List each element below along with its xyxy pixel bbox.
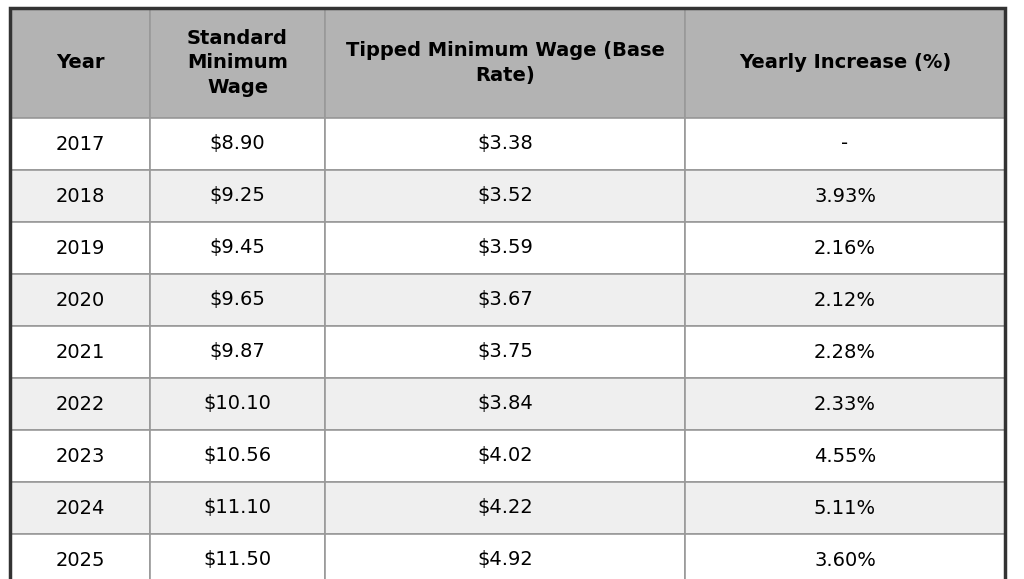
Bar: [10, 222, 150, 274]
Bar: [325, 482, 685, 534]
Text: $9.25: $9.25: [210, 186, 265, 206]
Bar: [10, 8, 150, 118]
Bar: [10, 170, 150, 222]
Text: 2.28%: 2.28%: [814, 343, 876, 361]
Bar: [685, 222, 1005, 274]
Text: 2.12%: 2.12%: [814, 291, 876, 310]
Text: $11.50: $11.50: [204, 551, 271, 570]
Text: 2.33%: 2.33%: [814, 394, 876, 413]
Bar: [325, 326, 685, 378]
Bar: [150, 482, 325, 534]
Bar: [325, 378, 685, 430]
Bar: [10, 534, 150, 579]
Text: $11.10: $11.10: [204, 499, 271, 518]
Text: 2025: 2025: [55, 551, 104, 570]
Bar: [150, 430, 325, 482]
Bar: [150, 378, 325, 430]
Text: 2023: 2023: [55, 446, 104, 466]
Text: $3.75: $3.75: [477, 343, 532, 361]
Bar: [10, 482, 150, 534]
Text: 2019: 2019: [55, 239, 104, 258]
Text: $9.45: $9.45: [210, 239, 265, 258]
Bar: [150, 170, 325, 222]
Bar: [685, 326, 1005, 378]
Bar: [10, 274, 150, 326]
Bar: [685, 534, 1005, 579]
Text: $3.59: $3.59: [477, 239, 532, 258]
Bar: [685, 8, 1005, 118]
Text: 3.60%: 3.60%: [814, 551, 876, 570]
Text: $4.02: $4.02: [477, 446, 532, 466]
Text: $3.84: $3.84: [477, 394, 532, 413]
Text: $3.67: $3.67: [477, 291, 532, 310]
Bar: [325, 430, 685, 482]
Bar: [10, 326, 150, 378]
Bar: [685, 274, 1005, 326]
Bar: [10, 118, 150, 170]
Text: -: -: [842, 134, 849, 153]
Text: Tipped Minimum Wage (Base
Rate): Tipped Minimum Wage (Base Rate): [345, 41, 665, 85]
Text: $4.92: $4.92: [477, 551, 532, 570]
Text: 2017: 2017: [55, 134, 104, 153]
Text: $4.22: $4.22: [477, 499, 532, 518]
Bar: [150, 222, 325, 274]
Text: 5.11%: 5.11%: [814, 499, 877, 518]
Text: 2020: 2020: [55, 291, 104, 310]
Bar: [685, 482, 1005, 534]
Bar: [325, 118, 685, 170]
Bar: [150, 118, 325, 170]
Text: Yearly Increase (%): Yearly Increase (%): [739, 53, 951, 72]
Bar: [325, 170, 685, 222]
Text: 2024: 2024: [55, 499, 104, 518]
Text: Year: Year: [55, 53, 104, 72]
Text: $8.90: $8.90: [210, 134, 265, 153]
Text: $3.38: $3.38: [477, 134, 532, 153]
Bar: [685, 430, 1005, 482]
Bar: [325, 274, 685, 326]
Bar: [150, 534, 325, 579]
Text: $10.56: $10.56: [204, 446, 271, 466]
Bar: [150, 8, 325, 118]
Bar: [325, 222, 685, 274]
Text: 2021: 2021: [55, 343, 104, 361]
Bar: [325, 534, 685, 579]
Bar: [685, 170, 1005, 222]
Text: $10.10: $10.10: [204, 394, 271, 413]
Bar: [325, 8, 685, 118]
Text: 2018: 2018: [55, 186, 104, 206]
Text: 4.55%: 4.55%: [814, 446, 877, 466]
Text: Standard
Minimum
Wage: Standard Minimum Wage: [187, 30, 288, 97]
Bar: [150, 274, 325, 326]
Bar: [685, 118, 1005, 170]
Text: $9.65: $9.65: [210, 291, 265, 310]
Text: $9.87: $9.87: [210, 343, 265, 361]
Bar: [150, 326, 325, 378]
Text: 2.16%: 2.16%: [814, 239, 876, 258]
Bar: [10, 378, 150, 430]
Text: 3.93%: 3.93%: [814, 186, 876, 206]
Bar: [10, 430, 150, 482]
Bar: [685, 378, 1005, 430]
Text: 2022: 2022: [55, 394, 104, 413]
Text: $3.52: $3.52: [477, 186, 532, 206]
